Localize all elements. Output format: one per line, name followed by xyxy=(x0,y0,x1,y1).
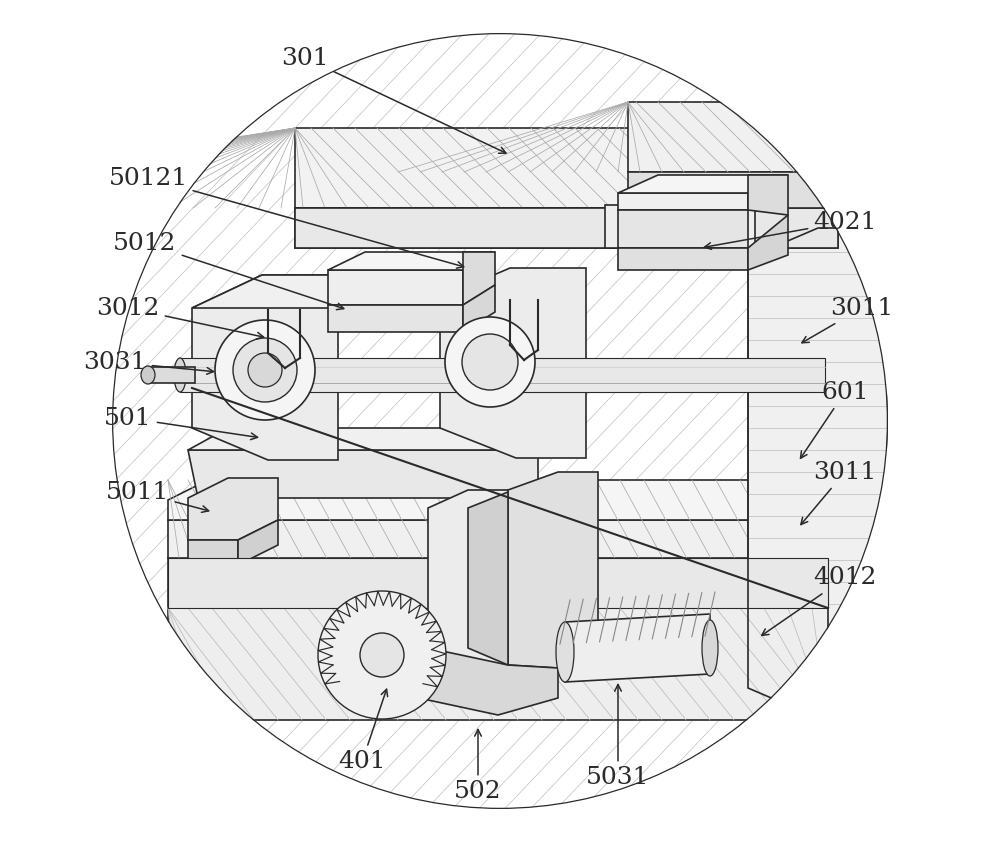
Polygon shape xyxy=(440,268,586,458)
Polygon shape xyxy=(628,102,878,172)
Text: 4012: 4012 xyxy=(762,567,877,636)
Polygon shape xyxy=(188,540,238,565)
Text: 501: 501 xyxy=(104,406,258,440)
Polygon shape xyxy=(748,228,888,718)
Text: 3031: 3031 xyxy=(83,351,214,374)
Text: 301: 301 xyxy=(281,46,506,153)
Text: 601: 601 xyxy=(800,380,869,458)
Polygon shape xyxy=(508,472,598,668)
Polygon shape xyxy=(605,205,755,248)
Circle shape xyxy=(462,334,518,390)
Polygon shape xyxy=(565,614,710,682)
Polygon shape xyxy=(628,172,838,208)
Ellipse shape xyxy=(702,620,718,676)
Polygon shape xyxy=(295,128,882,208)
Polygon shape xyxy=(180,358,825,392)
Text: 3011: 3011 xyxy=(802,297,894,343)
Polygon shape xyxy=(328,270,463,305)
Polygon shape xyxy=(328,252,495,270)
Text: 401: 401 xyxy=(338,690,388,774)
Polygon shape xyxy=(168,608,828,720)
Polygon shape xyxy=(192,275,338,460)
Polygon shape xyxy=(168,558,828,608)
Polygon shape xyxy=(618,210,748,248)
Polygon shape xyxy=(188,428,538,450)
Text: 50121: 50121 xyxy=(108,167,464,268)
Text: 4021: 4021 xyxy=(704,210,877,249)
Circle shape xyxy=(318,591,446,719)
Circle shape xyxy=(360,633,404,677)
Polygon shape xyxy=(428,648,558,715)
Circle shape xyxy=(215,320,315,420)
Polygon shape xyxy=(468,492,508,665)
Polygon shape xyxy=(238,520,278,565)
Polygon shape xyxy=(328,305,463,332)
Polygon shape xyxy=(748,175,788,215)
Polygon shape xyxy=(618,248,748,270)
Circle shape xyxy=(248,353,282,387)
Polygon shape xyxy=(838,102,878,172)
Text: 5012: 5012 xyxy=(113,231,344,309)
Polygon shape xyxy=(188,478,278,540)
Polygon shape xyxy=(168,558,828,608)
Ellipse shape xyxy=(174,358,186,392)
Polygon shape xyxy=(188,450,538,498)
Text: 5031: 5031 xyxy=(586,685,650,790)
Polygon shape xyxy=(748,215,788,270)
Circle shape xyxy=(233,338,297,402)
Polygon shape xyxy=(295,208,838,248)
Circle shape xyxy=(445,317,535,407)
Polygon shape xyxy=(295,208,838,248)
Text: 502: 502 xyxy=(454,729,502,803)
Polygon shape xyxy=(463,285,495,332)
Polygon shape xyxy=(192,275,338,308)
Ellipse shape xyxy=(141,366,155,384)
Text: 3011: 3011 xyxy=(801,461,877,525)
Polygon shape xyxy=(428,490,508,665)
Text: 5011: 5011 xyxy=(106,480,209,512)
Polygon shape xyxy=(618,175,788,193)
Polygon shape xyxy=(148,367,195,383)
Polygon shape xyxy=(463,252,495,305)
Polygon shape xyxy=(618,193,748,210)
Ellipse shape xyxy=(556,622,574,682)
Polygon shape xyxy=(168,480,828,520)
Text: 3012: 3012 xyxy=(96,297,264,339)
Polygon shape xyxy=(168,520,828,558)
